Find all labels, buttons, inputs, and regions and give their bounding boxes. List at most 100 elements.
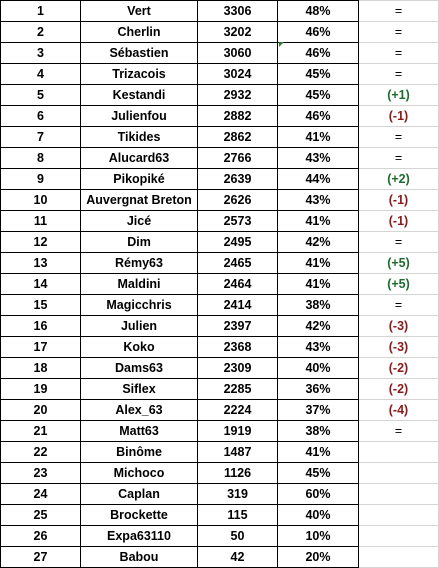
name-cell[interactable]: Alex_63 <box>80 399 198 421</box>
percent-cell[interactable]: 41% <box>277 126 359 148</box>
percent-cell[interactable]: 37% <box>277 399 359 421</box>
rank-cell[interactable]: 21 <box>0 420 81 442</box>
score-cell[interactable]: 50 <box>197 525 278 547</box>
score-cell[interactable]: 3306 <box>197 0 278 22</box>
movement-cell[interactable]: = <box>358 231 439 253</box>
rank-cell[interactable]: 25 <box>0 504 81 526</box>
movement-cell[interactable]: (+2) <box>358 168 439 190</box>
score-cell[interactable]: 1919 <box>197 420 278 442</box>
movement-cell[interactable]: (+5) <box>358 273 439 295</box>
percent-cell[interactable]: 43% <box>277 147 359 169</box>
name-cell[interactable]: Matt63 <box>80 420 198 442</box>
name-cell[interactable]: Expa63110 <box>80 525 198 547</box>
movement-cell[interactable] <box>358 546 439 568</box>
percent-cell[interactable]: 41% <box>277 210 359 232</box>
movement-cell[interactable]: = <box>358 420 439 442</box>
name-cell[interactable]: Caplan <box>80 483 198 505</box>
name-cell[interactable]: Koko <box>80 336 198 358</box>
name-cell[interactable]: Trizacois <box>80 63 198 85</box>
name-cell[interactable]: Babou <box>80 546 198 568</box>
movement-cell[interactable]: (-4) <box>358 399 439 421</box>
score-cell[interactable]: 115 <box>197 504 278 526</box>
rank-cell[interactable]: 5 <box>0 84 81 106</box>
score-cell[interactable]: 2309 <box>197 357 278 379</box>
percent-cell[interactable]: 41% <box>277 252 359 274</box>
percent-cell[interactable]: 46% <box>277 21 359 43</box>
rank-cell[interactable]: 8 <box>0 147 81 169</box>
movement-cell[interactable]: = <box>358 63 439 85</box>
score-cell[interactable]: 2495 <box>197 231 278 253</box>
rank-cell[interactable]: 15 <box>0 294 81 316</box>
name-cell[interactable]: Auvergnat Breton <box>80 189 198 211</box>
name-cell[interactable]: Brockette <box>80 504 198 526</box>
rank-cell[interactable]: 3 <box>0 42 81 64</box>
name-cell[interactable]: Pikopiké <box>80 168 198 190</box>
rank-cell[interactable]: 13 <box>0 252 81 274</box>
name-cell[interactable]: Dim <box>80 231 198 253</box>
rank-cell[interactable]: 9 <box>0 168 81 190</box>
movement-cell[interactable]: = <box>358 42 439 64</box>
rank-cell[interactable]: 19 <box>0 378 81 400</box>
movement-cell[interactable]: = <box>358 147 439 169</box>
score-cell[interactable]: 2862 <box>197 126 278 148</box>
percent-cell[interactable]: 38% <box>277 420 359 442</box>
score-cell[interactable]: 2639 <box>197 168 278 190</box>
movement-cell[interactable]: = <box>358 294 439 316</box>
score-cell[interactable]: 2414 <box>197 294 278 316</box>
percent-cell[interactable]: 43% <box>277 336 359 358</box>
rank-cell[interactable]: 20 <box>0 399 81 421</box>
rank-cell[interactable]: 26 <box>0 525 81 547</box>
score-cell[interactable]: 1487 <box>197 441 278 463</box>
rank-cell[interactable]: 17 <box>0 336 81 358</box>
percent-cell[interactable]: 40% <box>277 504 359 526</box>
percent-cell[interactable]: 46% <box>277 105 359 127</box>
movement-cell[interactable]: (-2) <box>358 357 439 379</box>
name-cell[interactable]: Sébastien <box>80 42 198 64</box>
score-cell[interactable]: 319 <box>197 483 278 505</box>
rank-cell[interactable]: 1 <box>0 0 81 22</box>
score-cell[interactable]: 2626 <box>197 189 278 211</box>
percent-cell[interactable]: 10% <box>277 525 359 547</box>
movement-cell[interactable] <box>358 462 439 484</box>
movement-cell[interactable]: (-3) <box>358 315 439 337</box>
score-cell[interactable]: 2932 <box>197 84 278 106</box>
movement-cell[interactable]: (+1) <box>358 84 439 106</box>
score-cell[interactable]: 2766 <box>197 147 278 169</box>
rank-cell[interactable]: 27 <box>0 546 81 568</box>
percent-cell[interactable]: 42% <box>277 315 359 337</box>
percent-cell[interactable]: 48% <box>277 0 359 22</box>
percent-cell[interactable]: 41% <box>277 273 359 295</box>
name-cell[interactable]: Magicchris <box>80 294 198 316</box>
name-cell[interactable]: Maldini <box>80 273 198 295</box>
rank-cell[interactable]: 14 <box>0 273 81 295</box>
score-cell[interactable]: 2368 <box>197 336 278 358</box>
rank-cell[interactable]: 23 <box>0 462 81 484</box>
name-cell[interactable]: Binôme <box>80 441 198 463</box>
percent-cell[interactable]: 43% <box>277 189 359 211</box>
score-cell[interactable]: 2464 <box>197 273 278 295</box>
percent-cell[interactable]: 20% <box>277 546 359 568</box>
movement-cell[interactable]: (-1) <box>358 189 439 211</box>
percent-cell[interactable]: 36% <box>277 378 359 400</box>
name-cell[interactable]: Siflex <box>80 378 198 400</box>
name-cell[interactable]: Alucard63 <box>80 147 198 169</box>
name-cell[interactable]: Rémy63 <box>80 252 198 274</box>
name-cell[interactable]: Michoco <box>80 462 198 484</box>
score-cell[interactable]: 3024 <box>197 63 278 85</box>
percent-cell[interactable]: 44% <box>277 168 359 190</box>
rank-cell[interactable]: 2 <box>0 21 81 43</box>
score-cell[interactable]: 2882 <box>197 105 278 127</box>
score-cell[interactable]: 3060 <box>197 42 278 64</box>
score-cell[interactable]: 2397 <box>197 315 278 337</box>
rank-cell[interactable]: 11 <box>0 210 81 232</box>
percent-cell[interactable]: 45% <box>277 462 359 484</box>
movement-cell[interactable]: = <box>358 0 439 22</box>
name-cell[interactable]: Vert <box>80 0 198 22</box>
rank-cell[interactable]: 12 <box>0 231 81 253</box>
percent-cell[interactable]: 60% <box>277 483 359 505</box>
movement-cell[interactable]: (-2) <box>358 378 439 400</box>
rank-cell[interactable]: 18 <box>0 357 81 379</box>
score-cell[interactable]: 2465 <box>197 252 278 274</box>
movement-cell[interactable]: = <box>358 126 439 148</box>
movement-cell[interactable] <box>358 441 439 463</box>
